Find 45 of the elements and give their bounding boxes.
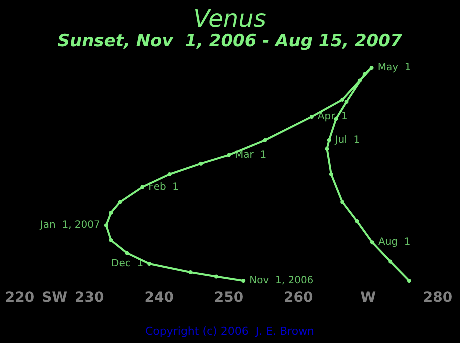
point [188,270,193,274]
x-tick-label: 250 [214,290,244,306]
point [329,172,334,176]
point [340,200,345,204]
x-tick-label: W [360,290,376,306]
annotation: May 1 [378,62,412,74]
point [125,251,130,256]
point [263,138,268,142]
point [370,66,374,70]
point [327,138,332,142]
point [388,260,393,264]
point [242,279,246,283]
point [340,98,345,102]
point [199,162,204,166]
annotation: Jan 1, 2007 [39,220,100,232]
x-tick-label: SW [42,290,68,306]
point [104,224,108,228]
chart-subtitle: Sunset, Nov 1, 2006 - Aug 15, 2007 [58,32,402,52]
point [140,185,145,190]
point [344,100,349,104]
annotation: Apr 1 [318,111,348,122]
annotation: Jul 1 [334,134,360,146]
annotation: Aug 1 [378,237,411,248]
point [355,219,360,224]
point [325,146,330,151]
x-tick-label: 280 [423,290,453,306]
point [118,200,122,204]
point [310,114,314,119]
x-tick-label: 230 [75,290,105,306]
point [370,240,375,245]
point [168,172,172,176]
x-tick-label: 260 [284,290,314,306]
point [362,72,367,76]
x-tick-label: 220 [5,290,35,306]
point [148,262,152,266]
point [358,78,362,83]
point [109,210,114,215]
point [109,238,114,243]
chart-title: Venus [194,5,266,33]
annotation: Nov 1, 2006 [250,276,314,286]
text: Copyright (c) 2006 J. E. Brown [145,325,315,338]
point [407,279,412,283]
point [227,153,231,158]
point [214,274,218,279]
x-tick-label: 240 [144,290,174,306]
